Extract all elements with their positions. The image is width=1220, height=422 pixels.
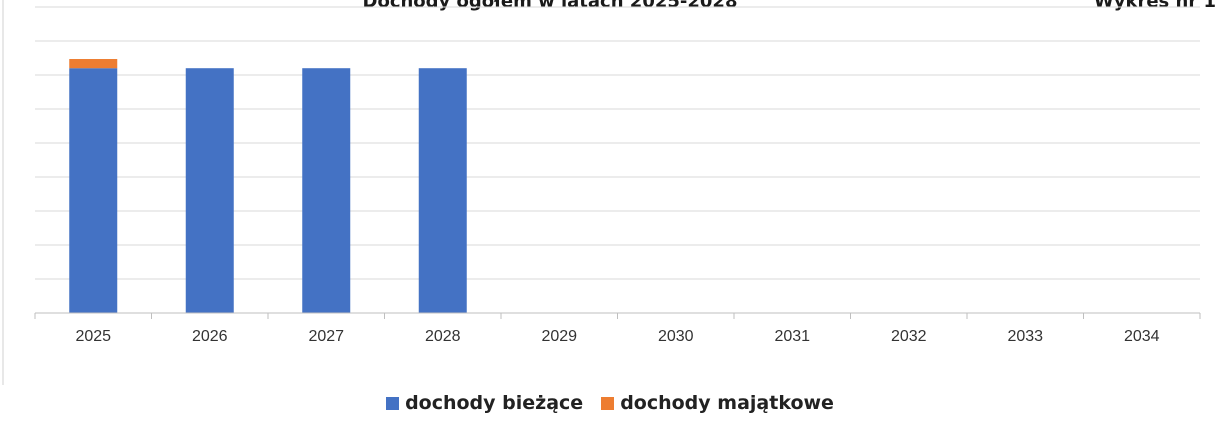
- legend: dochody bieżące dochody majątkowe: [0, 392, 1220, 414]
- x-tick-label-2034: 2034: [1124, 328, 1160, 345]
- x-tick-label-2025: 2025: [75, 328, 111, 345]
- bar-2028-current: [418, 68, 467, 313]
- x-tick-label-2031: 2031: [774, 328, 810, 345]
- legend-label-current: dochody bieżące: [405, 392, 584, 414]
- x-tick-label-2028: 2028: [425, 328, 461, 345]
- x-axis: 2025 2026 2027 2028 2029 2030 2031 2032 2033 2034: [34, 312, 1201, 345]
- legend-label-capital: dochody majątkowe: [620, 392, 834, 414]
- x-tick-label-2033: 2033: [1007, 328, 1043, 345]
- chart-title: Dochody ogółem w latach 2025-2028: [362, 0, 738, 12]
- legend-item-capital: dochody majątkowe: [601, 392, 834, 414]
- legend-swatch-current: [386, 396, 400, 410]
- legend-swatch-capital: [601, 396, 615, 410]
- x-tick-label-2027: 2027: [308, 328, 344, 345]
- x-tick-label-2026: 2026: [192, 328, 228, 345]
- chart-plot: 2025 2026 2027 2028 2029 2030 2031 2032 2033 2034: [2, 0, 1201, 385]
- bar-2025-capital: [69, 59, 118, 69]
- x-tick-label-2032: 2032: [891, 328, 927, 345]
- bar-2025-current: [69, 68, 118, 313]
- x-tick-label-2030: 2030: [658, 328, 694, 345]
- legend-item-current: dochody bieżące: [386, 392, 583, 414]
- bar-2027-current: [302, 68, 351, 313]
- chart-number-label: Wykres nr 1: [1093, 0, 1216, 12]
- bars: [69, 59, 467, 313]
- bar-2026-current: [185, 68, 234, 313]
- x-tick-label-2029: 2029: [541, 328, 577, 345]
